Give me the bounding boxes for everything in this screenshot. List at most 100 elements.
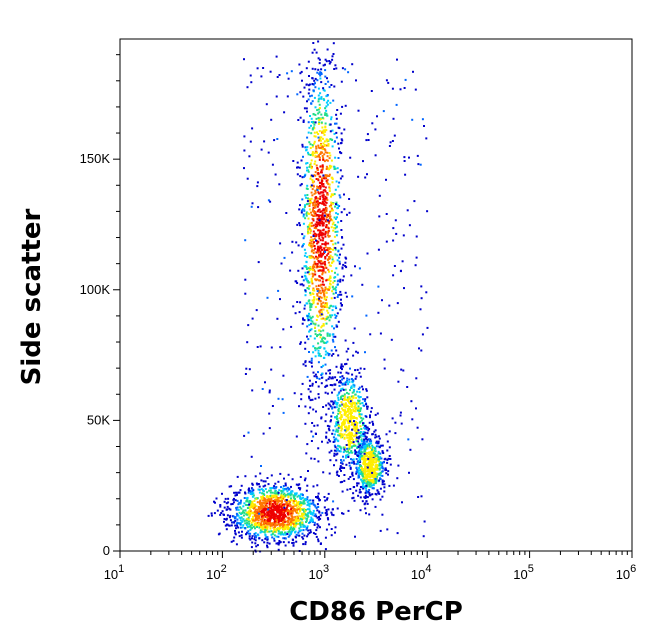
event-point [330, 118, 333, 121]
event-point [272, 511, 275, 514]
event-point [249, 489, 252, 492]
event-point [313, 131, 316, 134]
event-point [316, 516, 319, 519]
event-point [323, 306, 326, 308]
event-point [260, 513, 262, 516]
event-point [334, 253, 337, 256]
event-point [329, 459, 332, 462]
event-point [369, 447, 372, 450]
event-point [290, 70, 293, 73]
event-point [378, 457, 381, 460]
event-point [314, 533, 317, 535]
event-point [246, 499, 249, 502]
event-point [415, 407, 417, 410]
event-point [316, 79, 319, 82]
event-point [282, 537, 285, 540]
event-point [383, 483, 386, 486]
event-point [311, 512, 314, 515]
event-point [246, 86, 249, 89]
event-point [301, 245, 304, 248]
event-point [310, 184, 313, 187]
event-point [346, 213, 348, 216]
event-point [341, 236, 344, 239]
event-point [363, 473, 366, 476]
event-point [328, 157, 331, 160]
event-point [245, 513, 248, 516]
event-point [378, 468, 381, 471]
event-point [315, 529, 318, 532]
event-point [235, 512, 238, 515]
event-point [264, 500, 267, 503]
event-point [360, 471, 363, 473]
event-point [327, 278, 330, 281]
event-point [306, 136, 309, 139]
event-point [319, 262, 322, 265]
event-point [310, 357, 313, 360]
event-point [327, 80, 330, 83]
event-point [318, 62, 321, 65]
event-point [268, 389, 271, 392]
event-point [290, 507, 293, 510]
event-point [277, 497, 280, 499]
event-point [360, 450, 363, 453]
event-point [325, 413, 328, 416]
event-point [286, 516, 289, 519]
event-point [281, 523, 284, 526]
event-point [302, 284, 305, 287]
event-point [311, 194, 314, 197]
event-point [367, 139, 370, 141]
event-point [320, 305, 323, 308]
event-point [322, 185, 325, 188]
event-point [410, 400, 413, 403]
event-point [294, 520, 297, 523]
event-point [322, 323, 325, 325]
event-point [300, 70, 303, 73]
event-point [316, 496, 319, 498]
event-point [288, 530, 291, 533]
event-point [238, 516, 241, 519]
event-point [322, 183, 325, 185]
event-point [367, 457, 370, 460]
event-point [311, 153, 314, 156]
event-point [379, 477, 381, 480]
event-point [366, 426, 369, 429]
event-point [336, 418, 338, 420]
event-point [363, 447, 366, 450]
event-point [326, 392, 329, 395]
event-point [302, 155, 304, 158]
event-point [324, 249, 327, 252]
event-point [387, 473, 389, 476]
event-point [317, 233, 320, 236]
event-point [372, 476, 375, 479]
event-point [337, 398, 340, 401]
event-point [318, 103, 321, 106]
event-point [352, 417, 354, 420]
event-point [347, 432, 350, 435]
event-point [346, 453, 349, 456]
event-point [314, 262, 317, 265]
event-point [328, 62, 331, 65]
event-point [329, 166, 332, 169]
event-point [323, 160, 326, 163]
event-point [318, 72, 321, 75]
event-point [282, 516, 285, 519]
event-point [321, 511, 324, 514]
event-point [400, 422, 403, 425]
event-point [273, 485, 276, 488]
event-point [347, 439, 350, 442]
event-point [325, 379, 328, 382]
event-point [284, 484, 287, 487]
event-point [336, 448, 339, 451]
event-point [344, 383, 347, 386]
event-point [317, 371, 319, 374]
x-axis: 101 102 103 104 105 106 [104, 551, 636, 582]
event-point [341, 480, 344, 483]
event-point [296, 161, 299, 164]
event-point [340, 418, 342, 421]
event-point [350, 423, 353, 426]
event-point [307, 60, 310, 63]
event-point [337, 142, 340, 145]
event-point [282, 521, 284, 524]
event-point [363, 433, 366, 436]
event-point [368, 494, 371, 497]
